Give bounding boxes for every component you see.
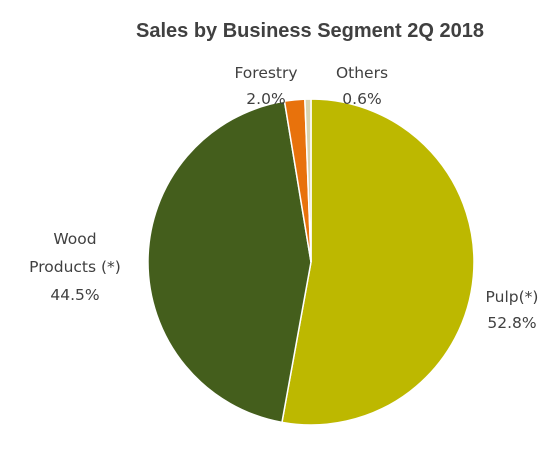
pie-slice [304,98,312,263]
pie-slice [147,100,312,424]
slice-value-label: 44.5% [50,286,99,304]
slice-label: Forestry 2.0% [234,64,297,108]
slice-value-label: 2.0% [246,90,285,108]
pie-labels: Pulp(*) 52.8% Wood Products (*) 44.5% Forestr… [29,64,538,332]
pie-slice [281,98,475,426]
slice-name-label: Wood [53,230,96,248]
slice-label: Pulp(*) 52.8% [486,288,539,332]
slice-name-label: Pulp(*) [486,288,539,306]
slice-label: Wood Products (*) 44.5% [29,230,121,304]
slice-name-label: Products (*) [29,258,121,276]
slice-name-label: Others [336,64,388,82]
slice-name-label: Forestry [234,64,297,82]
slice-value-label: 52.8% [487,314,536,332]
pie-slices [147,98,475,426]
chart-title: Sales by Business Segment 2Q 2018 [136,20,484,42]
slice-value-label: 0.6% [342,90,381,108]
slice-label: Others 0.6% [336,64,388,108]
